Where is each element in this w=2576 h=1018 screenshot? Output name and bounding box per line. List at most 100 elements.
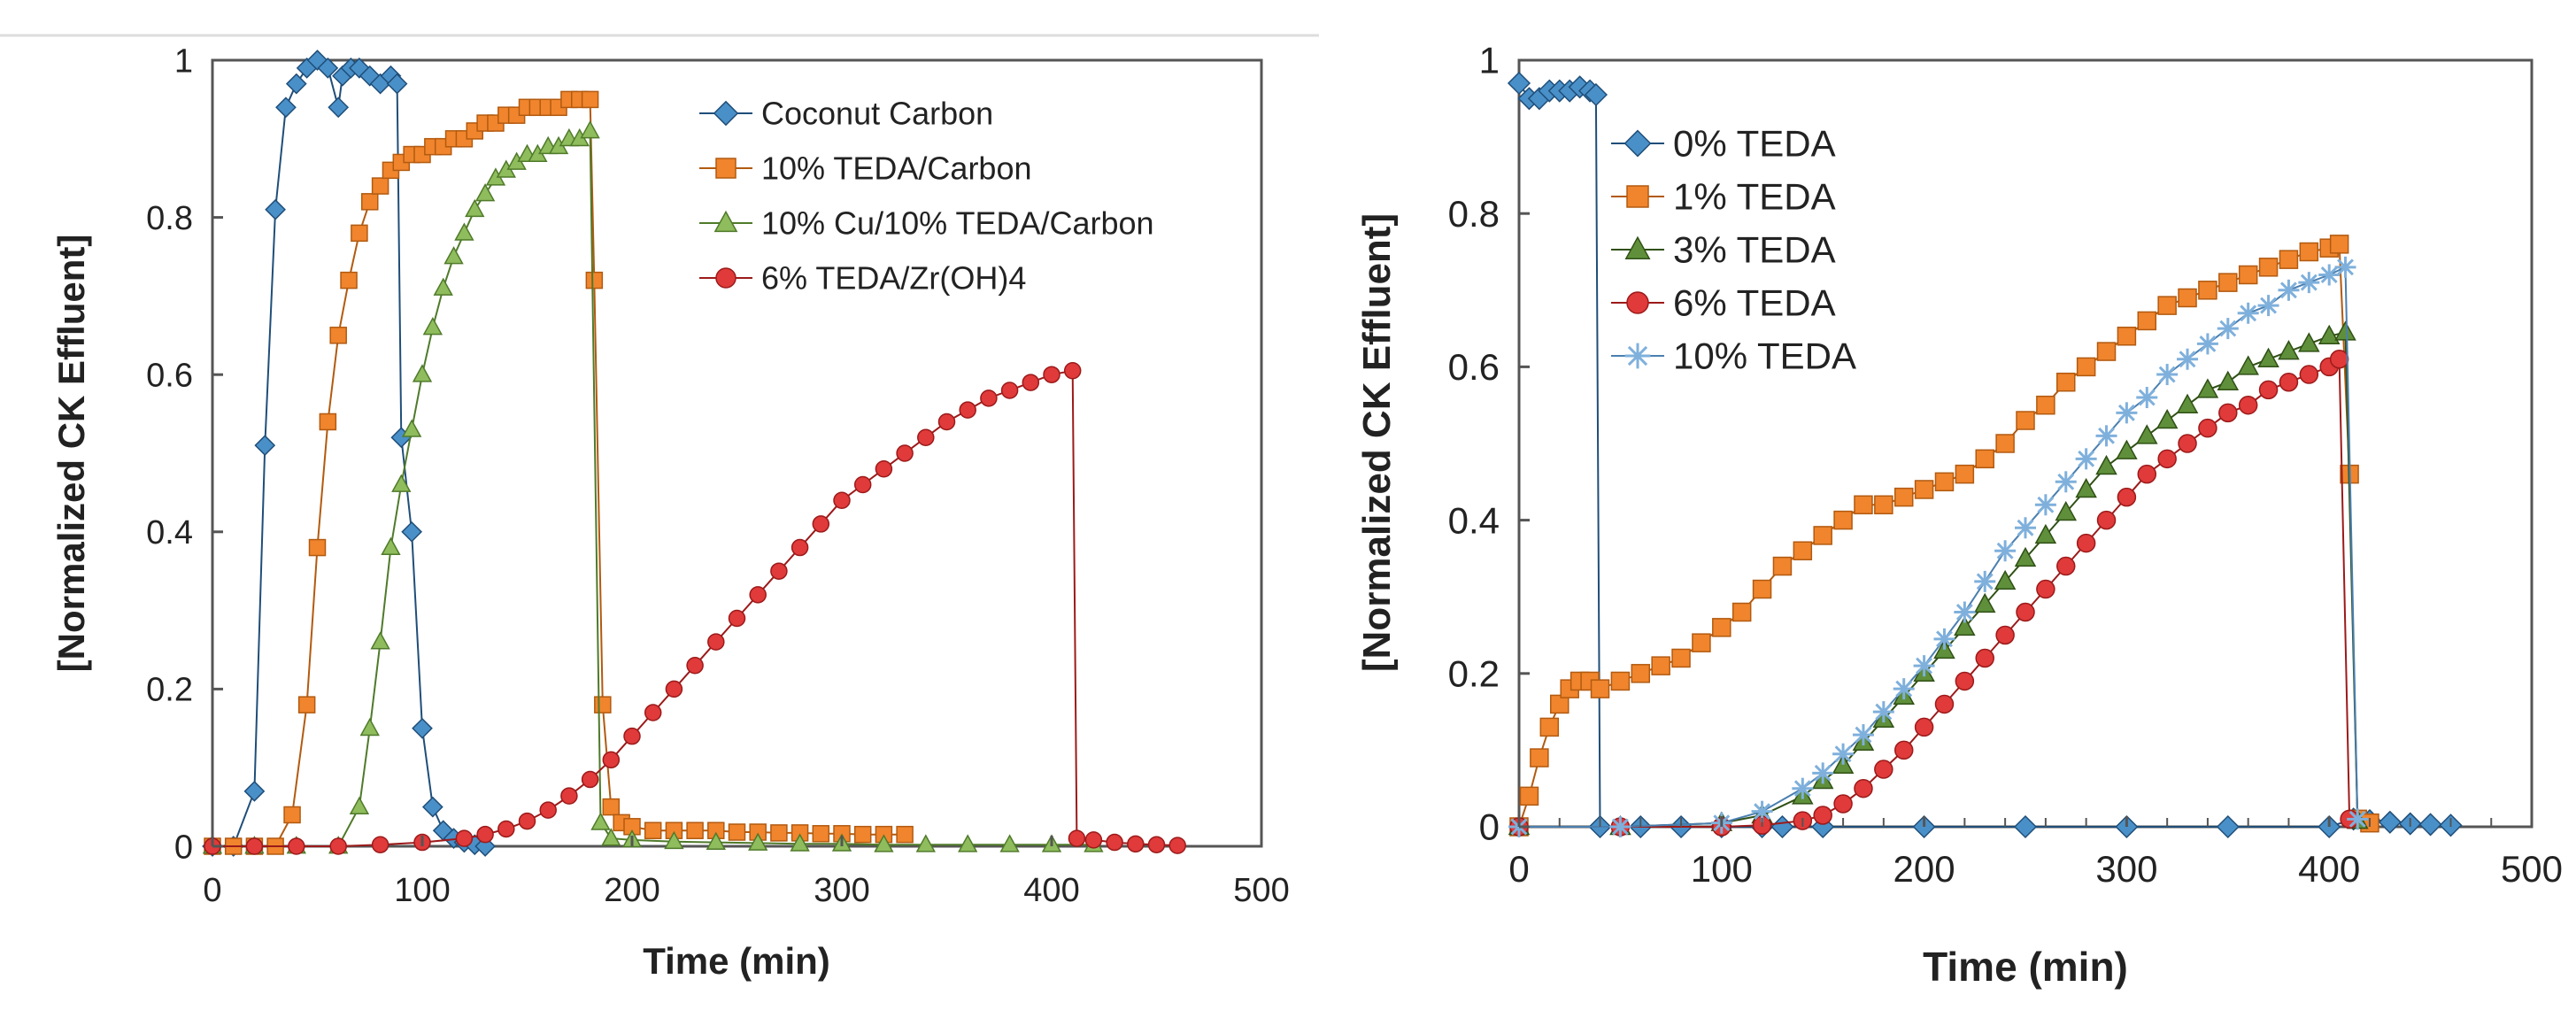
data-point [1833, 794, 1853, 814]
legend-left: Coconut Carbon 10% TEDA/Carbon 10% Cu/10% … [699, 96, 1154, 297]
data-point [1934, 472, 1955, 492]
legend-marker [1624, 343, 1651, 369]
legend-label: Coconut Carbon [761, 96, 993, 132]
data-point [455, 829, 474, 847]
data-point [1852, 724, 1874, 746]
data-point [2278, 279, 2300, 301]
data-point [1651, 656, 1670, 675]
data-point [422, 317, 443, 335]
chart-right: 0 100 200 300 400 500 0 0.2 0.4 0.6 0.8 1 Time (min… [1355, 40, 2563, 990]
data-point [497, 820, 515, 838]
data-point [243, 780, 266, 802]
data-point [1106, 833, 1123, 852]
x-tick-label: 200 [604, 872, 659, 909]
data-point [391, 474, 412, 492]
data-point [1752, 579, 1772, 599]
data-point [1813, 806, 1832, 825]
data-point [351, 224, 368, 243]
data-point [2329, 235, 2349, 254]
data-point [2238, 395, 2258, 415]
data-point [1994, 569, 2017, 590]
series-3 [1509, 349, 2359, 837]
data-point [1995, 625, 2015, 645]
legend-label: 10% TEDA/Carbon [761, 150, 1032, 187]
data-point [2218, 273, 2238, 292]
data-point [2347, 808, 2369, 830]
y-tick-label: 0.8 [146, 200, 193, 237]
data-point [1084, 831, 1103, 849]
data-point [594, 696, 612, 713]
data-point [476, 825, 494, 844]
x-tick-label: 100 [1691, 848, 1753, 890]
data-point [623, 727, 641, 745]
data-point [288, 837, 305, 855]
data-point [1954, 615, 1976, 636]
data-point [728, 609, 746, 628]
data-point [1022, 374, 1040, 391]
data-point [1671, 648, 1691, 668]
data-point [319, 413, 337, 431]
data-point [371, 177, 389, 195]
data-point [2298, 272, 2320, 294]
data-point [2216, 814, 2240, 839]
data-point [1731, 602, 1752, 622]
data-point [401, 521, 423, 543]
data-point [2036, 395, 2055, 415]
data-point [1539, 717, 1560, 737]
data-point [2055, 471, 2077, 493]
data-point [585, 271, 604, 289]
data-point [370, 631, 390, 650]
y-tick-label: 0.2 [146, 672, 193, 709]
data-point [518, 812, 536, 830]
data-point [686, 657, 704, 675]
data-point [2238, 265, 2258, 285]
data-point [937, 413, 956, 431]
data-point [2116, 402, 2138, 424]
data-point [361, 193, 379, 211]
legend-label: 10% TEDA [1673, 335, 1856, 377]
data-point [749, 586, 767, 604]
x-tick-label: 100 [394, 872, 450, 909]
data-point [2117, 487, 2137, 507]
data-point [2156, 408, 2179, 429]
data-point [999, 834, 1020, 852]
data-point [2136, 387, 2158, 409]
x-tick-label: 500 [2501, 848, 2563, 890]
data-point [2298, 332, 2320, 352]
data-point [2299, 242, 2319, 262]
data-point [1893, 740, 1914, 760]
data-point [1043, 366, 1060, 383]
data-point [874, 834, 894, 852]
data-point [443, 246, 464, 265]
data-point [580, 120, 600, 139]
legend-marker [715, 158, 737, 179]
data-point [790, 833, 810, 852]
data-point [853, 475, 872, 494]
data-point [349, 796, 370, 814]
data-point [421, 796, 443, 818]
data-point [959, 401, 976, 419]
data-point [2378, 810, 2402, 834]
legend-label: 1% TEDA [1673, 176, 1836, 218]
data-point [2013, 814, 2038, 839]
legend-marker [1626, 185, 1649, 208]
data-point [590, 812, 611, 830]
data-point [1914, 717, 1934, 737]
data-point [1954, 601, 1976, 623]
data-point [2056, 372, 2076, 392]
data-point [1872, 701, 1894, 723]
y-tick-label: 0.4 [1448, 499, 1500, 541]
x-axis-label-right: Time (min) [1923, 944, 2128, 990]
data-point [560, 787, 578, 805]
data-point [2278, 340, 2300, 360]
data-point [2137, 311, 2157, 331]
legend-marker [715, 267, 737, 289]
data-point [2217, 370, 2240, 390]
data-point [2157, 449, 2177, 469]
data-point [1854, 778, 1873, 798]
data-point [2198, 418, 2217, 438]
data-point [1874, 495, 1893, 515]
data-point [2075, 477, 2097, 498]
y-tick-label: 0 [1479, 806, 1500, 848]
data-point [958, 834, 978, 852]
